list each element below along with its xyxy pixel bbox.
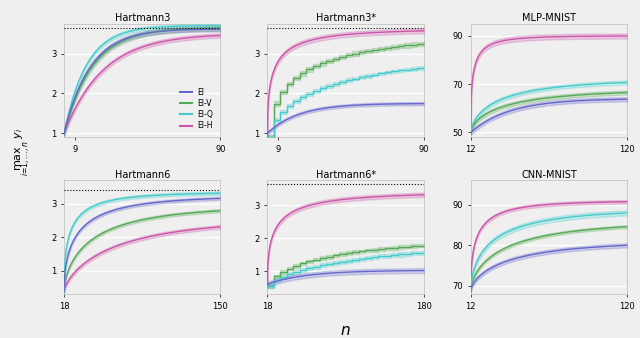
Legend: EI, EI-V, EI-Q, EI-H: EI, EI-V, EI-Q, EI-H [177,84,216,134]
Title: Hartmann6: Hartmann6 [115,170,170,180]
Title: CNN-MNIST: CNN-MNIST [521,170,577,180]
Title: Hartmann6*: Hartmann6* [316,170,376,180]
Title: Hartmann3*: Hartmann3* [316,13,376,23]
Text: $n$: $n$ [340,322,351,338]
Text: $\max_{i=1,\ldots,n}\ y_i$: $\max_{i=1,\ldots,n}\ y_i$ [13,128,32,176]
Title: MLP-MNIST: MLP-MNIST [522,13,576,23]
Title: Hartmann3: Hartmann3 [115,13,170,23]
